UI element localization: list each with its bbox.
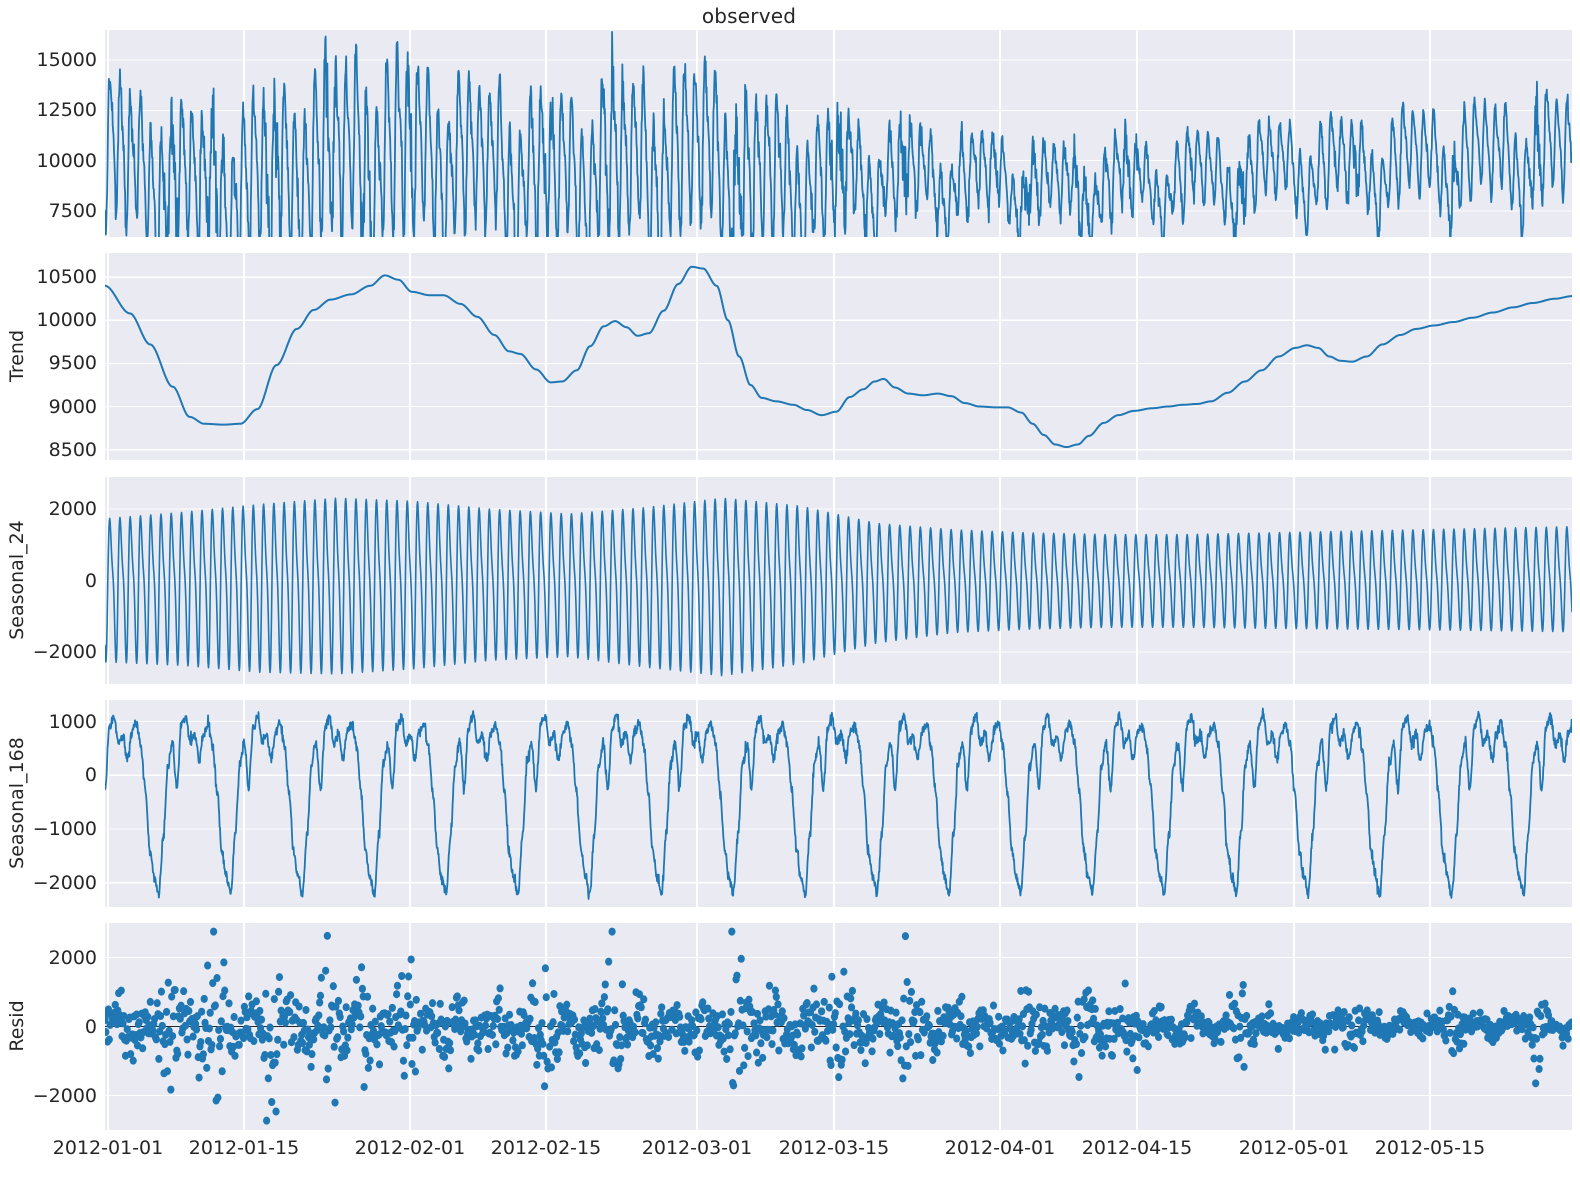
xtick-label: 2012-05-01 bbox=[1238, 1137, 1350, 1159]
ytick-label: 2000 bbox=[48, 498, 97, 521]
xtick-label: 2012-02-01 bbox=[354, 1137, 466, 1159]
xtick-label: 2012-03-15 bbox=[778, 1137, 890, 1159]
xtick-label: 2012-01-15 bbox=[188, 1137, 300, 1159]
series-line-seasonal_168 bbox=[105, 709, 1572, 899]
ytick-label: −1000 bbox=[32, 818, 97, 841]
ytick-label: −2000 bbox=[32, 640, 97, 663]
series-line-observed bbox=[105, 32, 1572, 237]
series-line-seasonal_24 bbox=[105, 498, 1572, 675]
panel-seasonal-168 bbox=[105, 700, 1572, 907]
ytick-label: 2000 bbox=[48, 946, 97, 969]
ytick-label: 10000 bbox=[36, 309, 97, 332]
ytick-label: 15000 bbox=[36, 49, 97, 72]
figure-title: observed bbox=[701, 4, 797, 28]
xtick-label: 2012-05-15 bbox=[1374, 1137, 1486, 1159]
plot-area-seasonal_24 bbox=[105, 477, 1572, 684]
ytick-label: 1000 bbox=[48, 710, 97, 733]
ytick-label: 10500 bbox=[36, 266, 97, 289]
ytick-label: 8500 bbox=[48, 438, 97, 461]
ytick-label: 12500 bbox=[36, 99, 97, 122]
scatter-points bbox=[105, 927, 1572, 1125]
ytick-label: 0 bbox=[84, 764, 97, 787]
ytick-label: −2000 bbox=[32, 871, 97, 894]
ytick-label: 10000 bbox=[36, 149, 97, 172]
ylabel-resid: Resid bbox=[6, 999, 28, 1052]
ytick-label: 0 bbox=[84, 1015, 97, 1038]
xtick-label: 2012-04-01 bbox=[944, 1137, 1056, 1159]
ytick-label: 9000 bbox=[48, 395, 97, 418]
plot-area-trend bbox=[105, 253, 1572, 460]
panel-observed bbox=[105, 30, 1572, 237]
plot-area-observed bbox=[105, 30, 1572, 237]
ytick-label: 7500 bbox=[48, 199, 97, 222]
ylabel-trend: Trend bbox=[6, 329, 28, 382]
panel-trend bbox=[105, 253, 1572, 460]
panel-seasonal-24 bbox=[105, 477, 1572, 684]
ytick-label: 9500 bbox=[48, 352, 97, 375]
series-line-trend bbox=[105, 267, 1572, 447]
xtick-label: 2012-03-01 bbox=[641, 1137, 753, 1159]
xtick-label: 2012-02-15 bbox=[490, 1137, 602, 1159]
plot-area-resid bbox=[105, 923, 1572, 1130]
ytick-label: 0 bbox=[84, 569, 97, 592]
ylabel-seasonal-168: Seasonal_168 bbox=[6, 736, 28, 869]
xtick-label: 2012-01-01 bbox=[52, 1137, 164, 1159]
xtick-label: 2012-04-15 bbox=[1081, 1137, 1193, 1159]
panel-resid bbox=[105, 923, 1572, 1130]
ytick-label: −2000 bbox=[32, 1084, 97, 1107]
plot-area-seasonal_168 bbox=[105, 700, 1572, 907]
ylabel-seasonal-24: Seasonal_24 bbox=[6, 519, 28, 640]
